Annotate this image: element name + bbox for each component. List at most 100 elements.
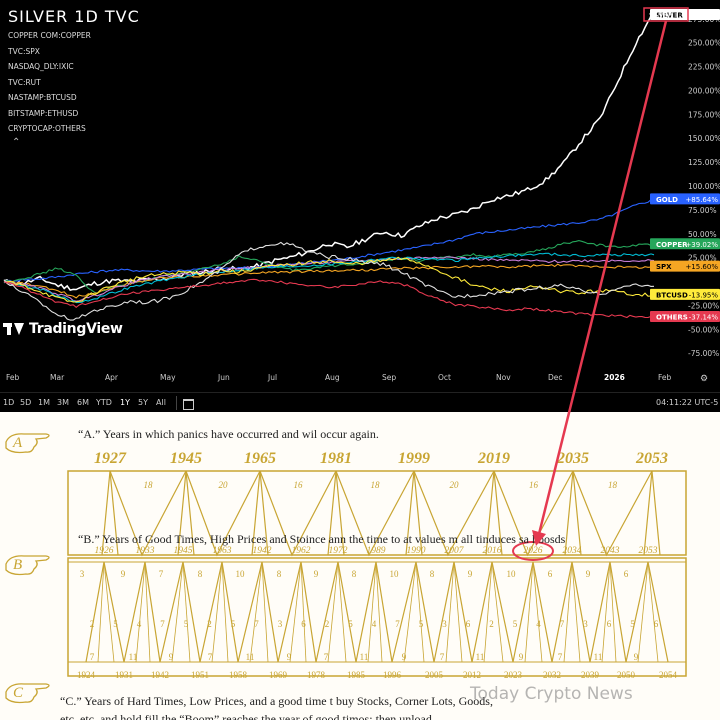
- gap-number: 7: [323, 652, 329, 662]
- utc-clock: 04:11:22 UTC-5: [656, 398, 719, 407]
- good-year: 1962: [291, 546, 311, 556]
- panic-year: 2035: [557, 450, 589, 467]
- good-year: 2026: [523, 546, 543, 556]
- tradingview-chart-panel: 275.00%250.00%225.00%200.00%175.00%150.0…: [0, 0, 720, 412]
- gap-number: 9: [313, 569, 319, 579]
- timeframe-button-all[interactable]: All: [156, 398, 166, 407]
- gap-number: 9: [585, 569, 591, 579]
- value-badge-spx: SPX +15.60%: [650, 260, 720, 272]
- hard-year: 2023: [504, 670, 522, 680]
- panic-year: 2053: [636, 450, 668, 467]
- compare-symbol[interactable]: NASDAQ_DLY:IXIC: [8, 62, 74, 71]
- hard-year: 1978: [307, 670, 325, 680]
- gap-number: 7: [89, 652, 95, 662]
- y-tick-label: 75.00%: [688, 206, 717, 215]
- badge-value: +15.60%: [685, 263, 718, 271]
- gap-number: 2: [207, 619, 212, 629]
- line-c-text: “C.” Years of Hard Times, Low Prices, an…: [60, 694, 493, 708]
- timeframe-button-6m[interactable]: 6M: [77, 398, 89, 407]
- x-tick-label: Jun: [218, 373, 230, 382]
- panic-triangles: [101, 470, 661, 557]
- gap-number: 5: [183, 619, 189, 629]
- gap-number: 9: [467, 569, 473, 579]
- x-tick-label: Oct: [438, 373, 451, 382]
- y-tick-label: 150.00%: [688, 134, 720, 143]
- badge-label: GOLD: [656, 196, 678, 204]
- gear-icon[interactable]: ⚙: [700, 373, 709, 383]
- hand-icon-a-letter: A: [12, 435, 23, 451]
- hard-year: 1996: [383, 670, 401, 680]
- y-tick-label: 100.00%: [688, 182, 720, 191]
- gap-number: 3: [583, 619, 588, 629]
- gap-number: 2: [324, 619, 330, 629]
- chart-svg: 275.00%250.00%225.00%200.00%175.00%150.0…: [3, 9, 720, 358]
- tradingview-logo-icon: TradingView: [3, 321, 123, 337]
- compare-symbol[interactable]: NASTAMP:BTCUSD: [8, 93, 77, 102]
- gap-number: 10: [235, 569, 245, 579]
- badge-value: +39.02%: [685, 241, 718, 249]
- y-tick-label: 200.00%: [688, 86, 720, 95]
- timeframe-button-3m[interactable]: 3M: [57, 398, 69, 407]
- hand-icon-b: B: [5, 555, 50, 576]
- hard-year: 2050: [617, 670, 635, 680]
- timeframe-button-1y[interactable]: 1Y: [120, 398, 130, 407]
- x-tick-label: Sep: [382, 373, 397, 382]
- x-tick-label: Feb: [658, 373, 672, 382]
- compare-symbol[interactable]: COPPER COM:COPPER: [8, 31, 91, 40]
- timeframe-button-5d[interactable]: 5D: [20, 398, 32, 407]
- compare-symbol[interactable]: TVC:SPX: [8, 46, 40, 56]
- hard-year: 2005: [425, 670, 443, 680]
- panic-gap: 20: [218, 480, 228, 490]
- gap-number: 7: [158, 569, 164, 579]
- badge-value: +85.64%: [685, 196, 718, 204]
- panic-year: 1965: [244, 450, 276, 467]
- gap-number: 5: [230, 619, 236, 629]
- gap-number: 3: [442, 619, 447, 629]
- gap-number: 3: [277, 619, 283, 629]
- compare-symbol[interactable]: BITSTAMP:ETHUSD: [8, 108, 79, 118]
- cycle-diagram-svg: A B C: [5, 433, 687, 704]
- hard-year: 2012: [463, 670, 481, 680]
- compare-symbol[interactable]: CRYPTOCAP:OTHERS: [8, 124, 86, 133]
- compare-symbol[interactable]: TVC:RUT: [8, 77, 41, 87]
- badge-label: SPX: [656, 263, 672, 271]
- timeframe-button-1d[interactable]: 1D: [3, 398, 15, 407]
- timeframe-button-ytd[interactable]: YTD: [96, 398, 112, 407]
- hard-year: 2032: [543, 670, 561, 680]
- timeframe-button-5y[interactable]: 5Y: [138, 398, 148, 407]
- gap-number: 4: [371, 619, 377, 629]
- hand-icon-a: A: [5, 433, 50, 454]
- badge-value: -37.14%: [689, 314, 719, 322]
- panic-year: 1927: [94, 450, 126, 467]
- gap-number: 9: [518, 652, 524, 662]
- chevron-icon[interactable]: ⌃: [12, 137, 21, 148]
- compare-symbol-list: COPPER COM:COPPER TVC:SPX NASDAQ_DLY:IXIC T…: [8, 30, 91, 139]
- gap-number: 6: [301, 619, 306, 629]
- gap-number: 9: [168, 652, 174, 662]
- panic-gap: 18: [143, 480, 153, 490]
- timeframe-button-1m[interactable]: 1M: [38, 398, 50, 407]
- section-a-frame: [67, 470, 687, 556]
- hard-year: 1942: [151, 670, 169, 680]
- gap-number: 8: [276, 569, 282, 579]
- gap-number: 6: [653, 619, 659, 629]
- value-badge-copper: COPPER+39.02%: [650, 238, 720, 250]
- gap-number: 4: [136, 619, 142, 629]
- good-year: 2043: [600, 546, 620, 556]
- x-tick-label: Jul: [268, 373, 278, 382]
- calendar-icon[interactable]: [183, 399, 194, 410]
- gap-number: 7: [207, 652, 213, 662]
- y-tick-label: 225.00%: [688, 63, 720, 72]
- badge-label: OTHERS: [656, 314, 688, 322]
- gap-number: 10: [506, 569, 516, 579]
- panic-gap: 20: [449, 480, 459, 490]
- x-tick-label: Mar: [50, 373, 65, 382]
- panic-gap: 16: [293, 480, 303, 490]
- gap-number: 6: [547, 569, 553, 579]
- panic-gap: 18: [370, 480, 380, 490]
- good-year: 1926: [94, 546, 114, 556]
- section-b-frame: [67, 557, 687, 677]
- gap-number: 9: [633, 652, 639, 662]
- good-year: 1945: [173, 546, 193, 556]
- gap-number: 7: [395, 619, 400, 629]
